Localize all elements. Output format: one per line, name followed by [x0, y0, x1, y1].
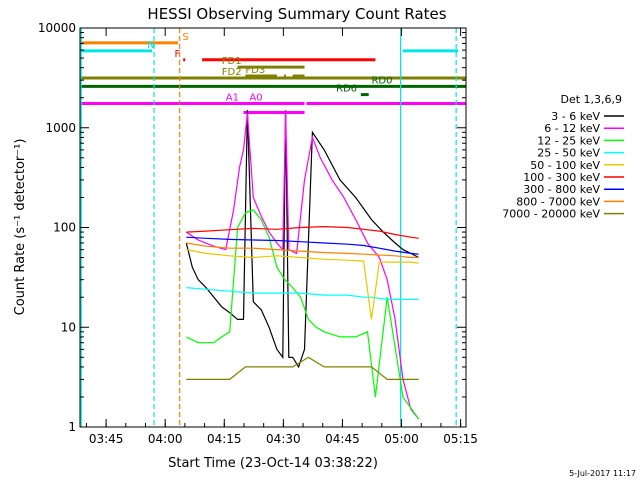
x-tick-label: 04:30 [266, 432, 301, 446]
legend-label: 100 - 300 keV [523, 171, 600, 184]
legend-item-25-50-kev: 25 - 50 keV [537, 147, 624, 160]
flag-label: A0 [249, 93, 262, 104]
flag-f: F [175, 49, 376, 62]
flag-rd0: RD0 [80, 75, 466, 88]
x-tick-label: 04:00 [148, 432, 183, 446]
series-6-12-kev [185, 110, 420, 420]
flag-n: N [80, 40, 459, 53]
series-layer [185, 110, 420, 420]
x-tick-label: 04:45 [325, 432, 360, 446]
flag-label: N [147, 40, 154, 51]
x-axis: 03:45 04:00 04:15 04:30 04:45 05:00 05:15 [85, 28, 478, 446]
y-tick-label: 1 [68, 420, 76, 434]
legend-item-12-25-kev: 12 - 25 keV [537, 134, 624, 147]
flag-label: FD1 [222, 56, 242, 67]
series-12-25-kev [186, 209, 420, 420]
flag-label: FD2 [222, 67, 242, 78]
y-tick-label: 10 [61, 320, 76, 334]
flag-fd3: FD3 [245, 65, 305, 78]
y-axis-label: Count Rate (s⁻¹ detector⁻¹) [13, 139, 28, 316]
series-100-300-kev [186, 225, 419, 239]
x-tick-label: 05:15 [443, 432, 478, 446]
flag-a1: A1 [226, 93, 466, 106]
y-axis: 1 10 100 1000 10000 [38, 21, 466, 434]
legend-label: 300 - 800 keV [523, 183, 600, 196]
legend-title: Det 1,3,6,9 [560, 93, 622, 106]
chart-title: HESSI Observing Summary Count Rates [147, 5, 446, 23]
y-tick-label: 1000 [45, 121, 76, 135]
y-tick-label: 100 [53, 221, 76, 235]
flag-a0: A0 [80, 93, 305, 106]
legend-item-300-800-kev: 300 - 800 keV [523, 183, 624, 196]
legend-item-800-7000-kev: 800 - 7000 keV [516, 195, 624, 208]
series-800-7000-kev [186, 242, 419, 259]
series-7000-20000-kev [186, 356, 419, 380]
flag-rd6: RD6 [336, 84, 369, 97]
y-tick-label: 10000 [38, 21, 76, 35]
flag-fd2: FD2 [80, 67, 466, 80]
series-300-800-kev [186, 236, 419, 255]
legend-item-3-6-kev: 3 - 6 keV [551, 110, 624, 123]
legend-label: 3 - 6 keV [551, 110, 600, 123]
series-3-6-kev [185, 110, 419, 369]
legend-item-100-300-kev: 100 - 300 keV [523, 171, 624, 184]
legend-label: 800 - 7000 keV [516, 195, 600, 208]
legend-item-50-100-kev: 50 - 100 keV [530, 159, 624, 172]
legend-label: 50 - 100 keV [530, 159, 600, 172]
legend-item-6-12-kev: 6 - 12 keV [544, 122, 624, 135]
footer-date: 5-Jul-2017 11:17 [569, 469, 636, 478]
legend-label: 12 - 25 keV [537, 134, 600, 147]
legend-label: 25 - 50 keV [537, 147, 600, 160]
flag-fd1: FD1 [222, 56, 305, 69]
legend-label: 7000 - 20000 keV [502, 208, 600, 221]
legend-item-7000-20000-kev: 7000 - 20000 keV [502, 208, 624, 221]
flag-label: A1 [226, 93, 239, 104]
x-tick-label: 04:15 [207, 432, 242, 446]
flag-label: S [182, 32, 188, 43]
flag-s: S [80, 32, 189, 45]
series-50-100-kev [186, 249, 419, 320]
flag-label: F [175, 49, 181, 60]
flag-label: FD3 [245, 65, 265, 76]
x-axis-label: Start Time (23-Oct-14 03:38:22) [168, 456, 378, 471]
x-tick-label: 03:45 [89, 432, 124, 446]
series-25-50-kev [186, 287, 419, 300]
flag-label: RD0 [371, 75, 392, 86]
legend-label: 6 - 12 keV [544, 122, 600, 135]
x-tick-label: 05:00 [384, 432, 419, 446]
flag-label: RD6 [336, 84, 357, 95]
